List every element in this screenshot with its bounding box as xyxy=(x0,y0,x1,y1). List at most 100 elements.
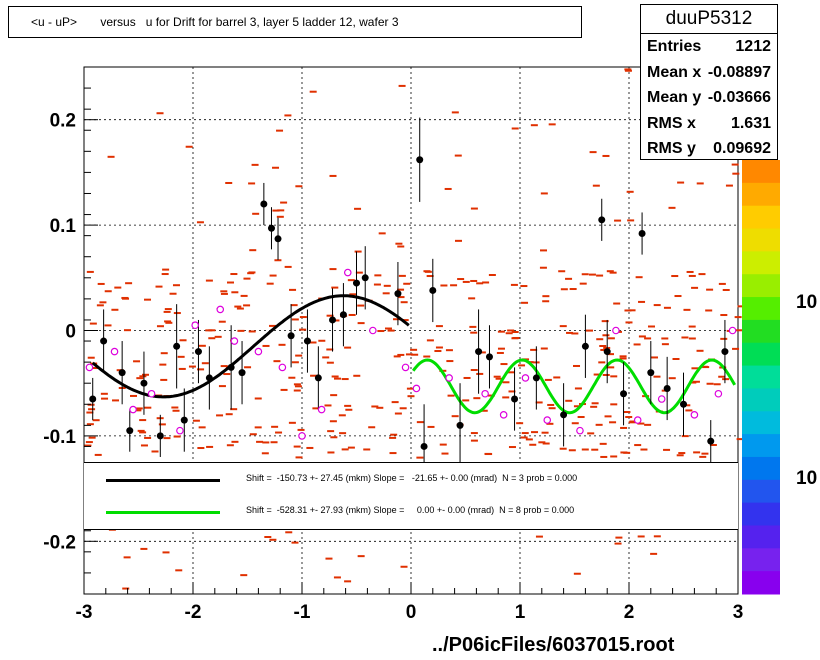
histogram-cell xyxy=(277,209,285,212)
color-scale-cell xyxy=(742,228,780,252)
color-scale-cell xyxy=(742,525,780,549)
color-scale-cell xyxy=(742,548,780,572)
histogram-cell xyxy=(201,362,209,365)
histogram-cell xyxy=(349,293,357,296)
histogram-cell xyxy=(699,455,707,458)
histogram-cell xyxy=(720,314,728,317)
histogram-cell xyxy=(476,282,484,285)
histogram-cell xyxy=(269,274,277,277)
stats-label: Mean x xyxy=(647,63,702,81)
histogram-cell xyxy=(86,423,94,426)
histogram-cell xyxy=(329,268,337,271)
histogram-cell xyxy=(173,435,181,438)
histogram-cell xyxy=(88,408,96,411)
histogram-cell xyxy=(318,339,326,342)
plot-title: <u - uP> versus u for Drift for barrel 3… xyxy=(8,6,582,38)
stats-value: 0.09692 xyxy=(713,140,771,157)
histogram-cell xyxy=(163,310,171,313)
histogram-cell xyxy=(355,271,363,274)
legend-green-line xyxy=(106,511,220,514)
open-point xyxy=(343,268,352,277)
stats-row-rms-y: RMS y 0.09692 xyxy=(641,136,777,162)
histogram-cell xyxy=(468,297,476,300)
histogram-cell xyxy=(264,535,272,538)
histogram-cell xyxy=(600,455,608,458)
histogram-cell xyxy=(637,535,645,538)
histogram-cell xyxy=(353,374,361,377)
stats-label: Mean y xyxy=(647,89,702,106)
histogram-cell xyxy=(397,296,405,299)
histogram-cell xyxy=(327,451,335,454)
histogram-cell xyxy=(226,444,234,447)
histogram-cell xyxy=(249,249,257,252)
histogram-cell xyxy=(329,174,337,177)
histogram-cell xyxy=(516,422,524,425)
histogram-cell xyxy=(144,436,152,439)
histogram-cell xyxy=(614,219,622,222)
histogram-cell xyxy=(609,421,617,424)
histogram-cell xyxy=(344,580,352,583)
histogram-cell xyxy=(297,428,305,431)
histogram-cell xyxy=(521,301,529,304)
histogram-cell xyxy=(160,378,168,381)
open-point xyxy=(129,405,137,414)
histogram-cell xyxy=(511,127,519,130)
histogram-cell xyxy=(586,329,594,332)
histogram-cell xyxy=(705,309,713,312)
histogram-cell xyxy=(571,422,579,425)
histogram-cell xyxy=(553,376,561,379)
histogram-cell xyxy=(327,430,335,433)
x-tick-label: -2 xyxy=(185,602,202,623)
stats-value: -0.08897 xyxy=(707,63,771,81)
histogram-cell xyxy=(445,349,453,352)
histogram-cell xyxy=(125,282,133,285)
histogram-cell xyxy=(243,304,251,307)
color-scale-cell xyxy=(742,502,780,526)
open-point xyxy=(543,416,552,424)
histogram-cell xyxy=(480,409,488,412)
open-point xyxy=(298,432,306,440)
histogram-cell xyxy=(674,295,682,298)
histogram-cell xyxy=(276,215,284,218)
histogram-cell xyxy=(547,403,555,406)
histogram-cell xyxy=(596,274,604,277)
histogram-cell xyxy=(540,347,548,350)
histogram-cell xyxy=(401,319,409,322)
stats-label: Entries xyxy=(647,38,702,55)
histogram-cell xyxy=(140,444,148,447)
histogram-cell xyxy=(248,271,256,274)
histogram-cell xyxy=(156,325,164,328)
stats-label: RMS x xyxy=(647,114,696,132)
histogram-cell xyxy=(535,535,543,538)
footer-filename: ../P06icFiles/6037015.root xyxy=(432,634,675,656)
histogram-cell xyxy=(692,380,700,383)
black-point xyxy=(485,353,493,361)
histogram-cell xyxy=(478,351,486,354)
histogram-cell xyxy=(344,404,352,407)
histogram-cell xyxy=(272,166,280,169)
black-point xyxy=(456,421,464,429)
legend-green-text: Shift = -528.31 +- 27.93 (mkm) Slope = 0… xyxy=(246,505,575,515)
black-point xyxy=(100,337,108,345)
histogram-cell xyxy=(653,375,661,378)
histogram-cell xyxy=(104,324,112,327)
histogram-cell xyxy=(691,286,699,289)
histogram-cell xyxy=(628,309,636,312)
histogram-cell xyxy=(123,329,131,332)
histogram-cell xyxy=(573,405,581,408)
histogram-cell xyxy=(275,431,283,434)
histogram-cell xyxy=(416,456,424,459)
histogram-cell xyxy=(668,206,676,209)
axes: -3 -2 -1 0 1 2 3 -0.2 -0.1 0 0.1 0.2 xyxy=(43,66,743,623)
histogram-cell xyxy=(399,407,407,410)
histogram-cell xyxy=(423,270,431,273)
color-scale-cell xyxy=(742,205,780,230)
histogram-cell xyxy=(426,275,434,278)
histogram-cell xyxy=(600,348,608,351)
color-scale-bar: 10 10 xyxy=(742,160,817,595)
histogram-cell xyxy=(139,419,147,422)
histogram-cell xyxy=(614,542,622,545)
histogram-cell xyxy=(403,282,411,285)
open-point xyxy=(481,389,489,398)
black-point xyxy=(267,224,275,232)
